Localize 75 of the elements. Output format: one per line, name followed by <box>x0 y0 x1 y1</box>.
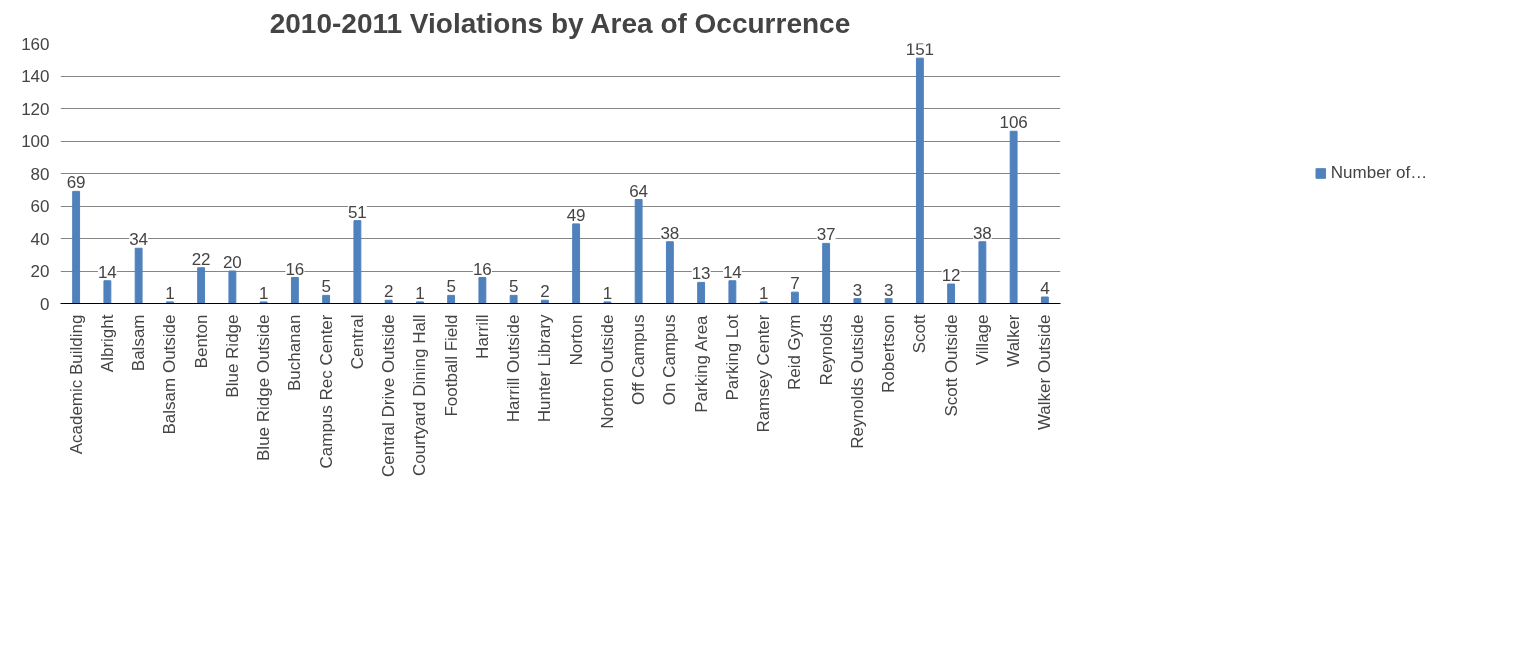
data-label: 7 <box>790 274 800 294</box>
x-tick-label: Norton Outside <box>597 314 617 429</box>
data-label: 5 <box>321 277 331 297</box>
y-tick-label: 80 <box>30 164 50 184</box>
legend-label: Number of… <box>1330 163 1428 183</box>
y-tick-label: 60 <box>30 197 50 216</box>
data-label: 37 <box>816 225 836 245</box>
x-tick-label: Robertson <box>879 314 899 393</box>
data-label: 22 <box>191 249 211 269</box>
chart-title: 2010-2011 Violations by Area of Occurrence <box>269 7 851 39</box>
x-tick-label: On Campus <box>660 314 680 406</box>
y-tick-label: 100 <box>21 132 50 151</box>
data-label: 16 <box>285 259 305 279</box>
data-label: 64 <box>629 181 649 201</box>
x-tick-label: Blue Ridge <box>222 314 242 398</box>
data-label: 5 <box>446 277 456 297</box>
data-label: 151 <box>905 40 935 60</box>
data-label: 51 <box>347 202 367 222</box>
x-tick-label: Academic Building <box>66 314 86 455</box>
x-tick-label: Parking Area <box>691 314 711 413</box>
data-label: 38 <box>972 223 992 243</box>
y-tick-label: 40 <box>30 229 50 249</box>
data-label: 1 <box>415 283 425 303</box>
y-tick-label: 20 <box>30 262 50 281</box>
y-tick-label: 160 <box>21 34 50 54</box>
data-label: 12 <box>941 266 961 285</box>
x-tick-label: Buchanan <box>285 314 305 392</box>
data-label: 49 <box>566 205 586 225</box>
x-tick-label: Courtyard Dining Hall <box>410 314 430 477</box>
x-tick-label: Walker <box>1004 314 1024 367</box>
data-label: 4 <box>1040 279 1050 298</box>
data-label: 5 <box>508 277 519 297</box>
x-tick-label: Scott <box>910 314 930 354</box>
x-tick-label: Central <box>347 314 367 370</box>
x-tick-label: Reid Gym <box>785 314 805 391</box>
x-tick-label: Harrill <box>472 314 492 359</box>
data-label: 1 <box>758 283 769 303</box>
data-label: 14 <box>97 262 117 282</box>
data-label: 34 <box>129 230 149 250</box>
y-tick-label: 120 <box>21 99 50 119</box>
x-tick-label: Village <box>972 314 992 366</box>
data-label: 106 <box>999 113 1028 133</box>
data-label: 3 <box>883 280 894 300</box>
x-tick-label: Harrill Outside <box>504 314 524 423</box>
y-tick-label: 0 <box>40 294 50 314</box>
x-tick-label: Football Field <box>441 314 461 417</box>
data-label: 16 <box>472 259 492 279</box>
x-tick-label: Scott Outside <box>941 314 961 417</box>
data-label: 3 <box>852 280 863 300</box>
data-label: 13 <box>691 264 711 284</box>
data-label: 14 <box>722 262 742 282</box>
x-tick-label: Albright <box>97 314 117 373</box>
x-tick-label: Balsam Outside <box>160 314 180 435</box>
x-tick-label: Norton <box>566 314 586 366</box>
data-label: 38 <box>660 223 680 243</box>
y-tick-label: 140 <box>21 67 50 86</box>
x-tick-label: Campus Rec Center <box>316 314 336 469</box>
x-tick-label: Off Campus <box>629 314 649 405</box>
x-tick-label: Parking Lot <box>722 314 742 401</box>
x-tick-label: Walker Outside <box>1035 314 1055 431</box>
x-tick-label: Benton <box>191 314 211 369</box>
x-tick-label: Hunter Library <box>535 314 555 423</box>
data-label: 2 <box>383 282 394 302</box>
x-tick-label: Blue Ridge Outside <box>254 314 274 461</box>
data-label: 20 <box>222 253 242 272</box>
x-tick-label: Ramsey Center <box>754 314 774 433</box>
data-label: 1 <box>602 283 613 303</box>
data-label: 69 <box>66 173 86 193</box>
x-tick-label: Reynolds Outside <box>847 314 867 449</box>
x-tick-label: Balsam <box>129 314 149 372</box>
data-label: 1 <box>258 283 269 303</box>
x-tick-label: Central Drive Outside <box>379 314 399 477</box>
data-label: 1 <box>165 283 175 303</box>
x-tick-label: Reynolds <box>816 314 836 386</box>
data-label: 2 <box>540 282 550 302</box>
